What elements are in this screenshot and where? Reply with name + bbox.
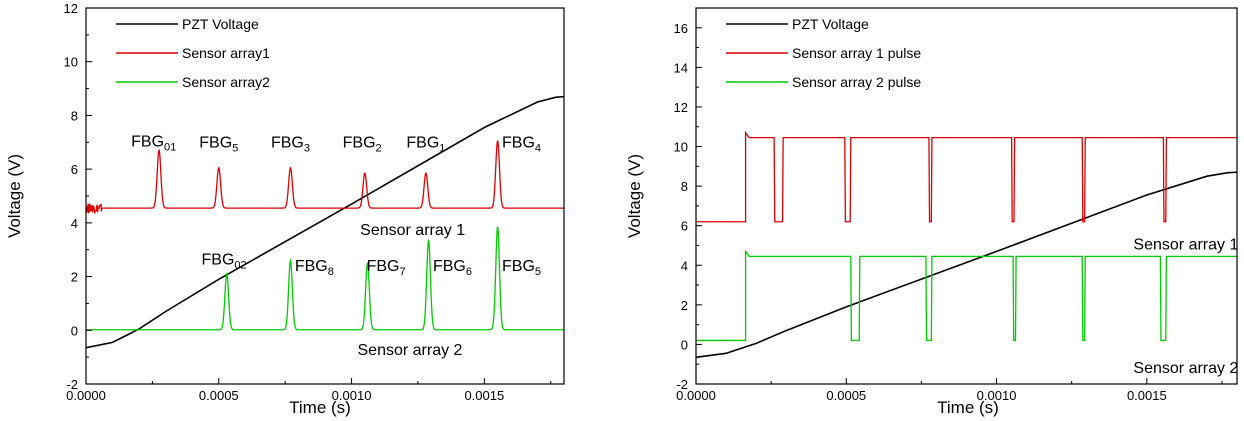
annotation-label: FBG3 (271, 135, 310, 155)
y-axis-title: Voltage (V) (625, 154, 644, 238)
annotation-label: FBG02 (202, 251, 247, 271)
annotation-subscript: 6 (466, 266, 472, 278)
annotation-subscript: 01 (164, 141, 176, 153)
annotation-text: FBG (343, 135, 376, 152)
series-line-3 (696, 249, 1237, 342)
annotation-label: Sensor array 2 (1133, 360, 1238, 377)
annotation-subscript: 8 (328, 266, 334, 278)
annotation-subscript: 02 (234, 259, 246, 271)
annotation-label: Sensor array 1 (1133, 236, 1238, 253)
y-tick-label: -2 (676, 377, 688, 392)
annotation-text: Sensor array 1 (1133, 236, 1238, 253)
annotation-subscript: 5 (535, 266, 541, 278)
y-tick-label: 10 (64, 55, 78, 70)
annotation-text: FBG (502, 135, 535, 152)
x-tick-label: 0.0010 (977, 388, 1017, 403)
annotation-text: FBG (406, 135, 439, 152)
y-tick-label: 8 (681, 179, 688, 194)
y-tick-label: 12 (64, 1, 78, 16)
annotation-label: FBG2 (343, 135, 382, 155)
legend-label-3: Sensor array2 (182, 74, 270, 90)
y-tick-label: 8 (71, 108, 78, 123)
series-line-2 (696, 130, 1237, 223)
x-tick-label: 0.0000 (66, 388, 106, 403)
annotation-text: Sensor array 2 (358, 342, 463, 359)
annotation-text: FBG (131, 133, 164, 150)
annotation-subscript: 5 (232, 143, 238, 155)
annotation-label: FBG6 (433, 258, 472, 278)
series-line-1 (696, 171, 1237, 359)
legend-label-1: PZT Voltage (792, 16, 869, 32)
legend-label-2: Sensor array1 (182, 45, 270, 61)
x-axis-title: Time (s) (937, 398, 999, 417)
annotation-label: FBG5 (199, 135, 238, 155)
y-tick-label: 2 (71, 270, 78, 285)
annotation-label: FBG4 (502, 135, 541, 155)
plot-series-group (86, 95, 564, 349)
y-tick-label: 16 (674, 21, 688, 36)
annotation-text: FBG (295, 258, 328, 275)
y-tick-label: 0 (71, 323, 78, 338)
annotation-label: FBG1 (406, 135, 445, 155)
annotation-text: FBG (202, 251, 235, 268)
annotation-label: Sensor array 1 (360, 222, 465, 239)
y-tick-label: 6 (681, 219, 688, 234)
y-tick-label: 4 (71, 216, 78, 231)
y-tick-label: 2 (681, 298, 688, 313)
annotation-subscript: 3 (304, 143, 310, 155)
y-axis-title: Voltage (V) (5, 154, 24, 238)
annotation-label: FBG5 (502, 258, 541, 278)
plot-frame (695, 7, 1238, 385)
annotation-subscript: 1 (439, 143, 445, 155)
annotation-subscript: 2 (376, 143, 382, 155)
legend-label-3: Sensor array 2 pulse (792, 74, 921, 90)
y-tick-label: 6 (71, 162, 78, 177)
x-tick-label: 0.0010 (332, 388, 372, 403)
annotation-label: FBG8 (295, 258, 334, 278)
annotation-text: Sensor array 2 (1133, 360, 1238, 377)
annotation-label: FBG01 (131, 133, 176, 153)
x-tick-label: 0.0015 (464, 388, 504, 403)
chart-panel-1: 0.0000 0.0005 0.0010 0.0015-2024681012Time … (5, 1, 565, 417)
series-line-3 (86, 226, 564, 331)
x-tick-label: 0.0005 (826, 388, 866, 403)
x-tick-label: 0.0015 (1127, 388, 1167, 403)
annotation-text: Sensor array 1 (360, 222, 465, 239)
series-line-2 (86, 140, 564, 215)
chart-panel-2: 0.0000 0.0005 0.0010 0.0015 -2 0 2 4 6 8 10 12 14 16 T… (625, 7, 1238, 417)
y-tick-label: 0 (681, 337, 688, 352)
x-tick-label: 0.0005 (199, 388, 239, 403)
x-tick-label: 0.0000 (676, 388, 716, 403)
annotation-text: FBG (502, 258, 535, 275)
legend-label-1: PZT Voltage (182, 16, 259, 32)
plot-series-group (696, 130, 1237, 359)
annotation-label: Sensor array 2 (358, 342, 463, 359)
annotation-label: FBG7 (367, 258, 406, 278)
annotation-subscript: 4 (535, 143, 541, 155)
y-tick-label: 4 (681, 258, 688, 273)
legend-label-2: Sensor array 1 pulse (792, 45, 921, 61)
annotation-text: FBG (271, 135, 304, 152)
y-tick-label: -2 (66, 377, 78, 392)
annotation-subscript: 7 (399, 266, 405, 278)
annotation-text: FBG (433, 258, 466, 275)
y-tick-label: 14 (674, 60, 688, 75)
x-axis-title: Time (s) (289, 398, 351, 417)
series-line-1 (86, 95, 564, 349)
annotation-text: FBG (199, 135, 232, 152)
annotation-text: FBG (367, 258, 400, 275)
y-tick-label: 10 (674, 140, 688, 155)
y-tick-label: 12 (674, 100, 688, 115)
